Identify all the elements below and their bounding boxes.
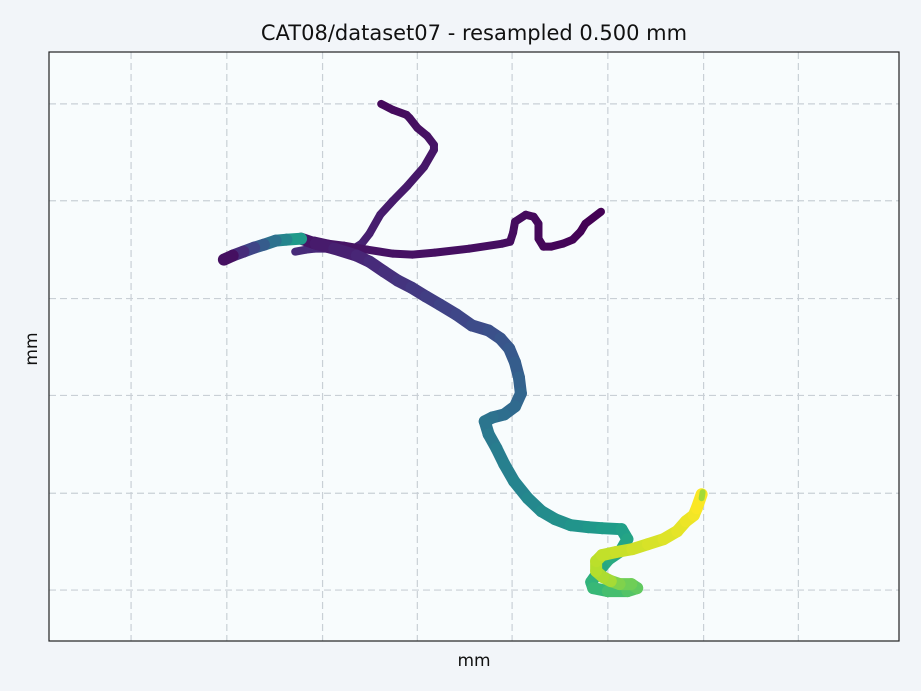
vessel-branch-4 — [217, 232, 308, 266]
chart-title: CAT08/dataset07 - resampled 0.500 mm — [261, 21, 687, 45]
plot-area — [49, 52, 899, 641]
x-axis-label: mm — [457, 651, 490, 671]
vessel-segment — [430, 244, 474, 257]
plot-frame — [48, 51, 900, 642]
vessel-branch-7 — [698, 489, 706, 502]
vessel-segment — [291, 245, 310, 256]
vessel-segment — [403, 162, 429, 190]
vessel-centerlines — [217, 99, 708, 598]
vessel-segment — [363, 245, 397, 258]
grid — [49, 52, 899, 641]
vessel-branch-1 — [291, 99, 438, 256]
vessel-branch-6 — [590, 488, 708, 588]
vessel-segment — [217, 249, 239, 266]
vessel-segment — [465, 239, 507, 253]
vessel-segment — [698, 489, 706, 502]
y-axis-label: mm — [22, 332, 42, 365]
